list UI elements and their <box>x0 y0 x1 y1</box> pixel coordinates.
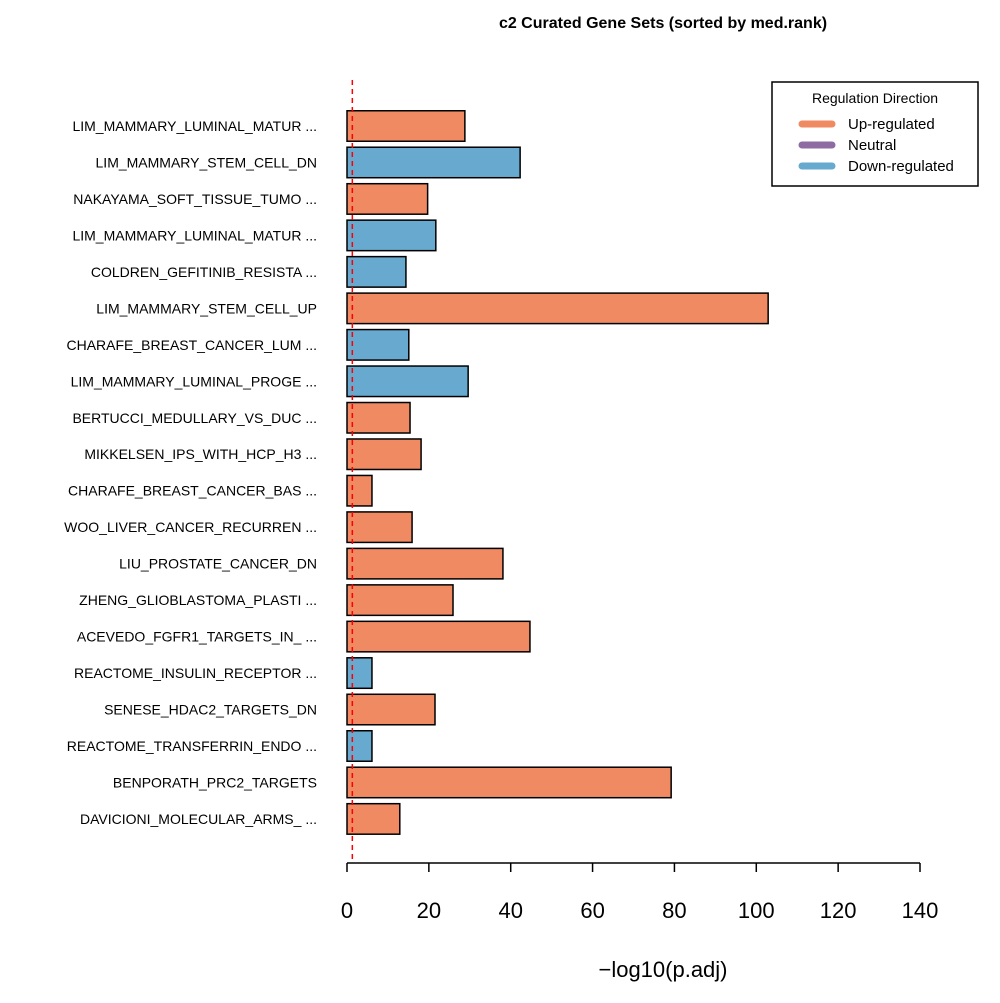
category-label: SENESE_HDAC2_TARGETS_DN <box>104 702 317 718</box>
category-label: LIM_MAMMARY_STEM_CELL_DN <box>96 154 317 170</box>
category-label: ACEVEDO_FGFR1_TARGETS_IN_ ... <box>77 629 317 645</box>
bar <box>346 547 504 580</box>
bar <box>346 328 410 361</box>
bar <box>346 584 454 617</box>
category-label: WOO_LIVER_CANCER_RECURREN ... <box>64 519 317 535</box>
bar <box>346 292 769 325</box>
category-label: REACTOME_INSULIN_RECEPTOR ... <box>74 665 317 681</box>
legend-label: Down-regulated <box>848 158 954 175</box>
bar <box>346 474 373 507</box>
category-label: REACTOME_TRANSFERRIN_ENDO ... <box>67 738 317 754</box>
bar <box>346 255 407 288</box>
x-tick-label: 120 <box>820 898 857 923</box>
category-label: MIKKELSEN_IPS_WITH_HCP_H3 ... <box>84 446 317 462</box>
legend-title: Regulation Direction <box>812 90 938 106</box>
x-tick-label: 140 <box>902 898 939 923</box>
category-label: LIM_MAMMARY_LUMINAL_MATUR ... <box>72 227 317 243</box>
bar <box>346 620 531 653</box>
bar <box>346 438 422 471</box>
x-tick-label: 40 <box>498 898 522 923</box>
category-label: LIM_MAMMARY_LUMINAL_PROGE ... <box>71 373 317 389</box>
x-tick-label: 20 <box>417 898 441 923</box>
bar <box>346 766 672 799</box>
category-label: ZHENG_GLIOBLASTOMA_PLASTI ... <box>79 592 317 608</box>
x-axis: 0 20 40 60 80 100 120 140 <box>341 862 939 923</box>
bar <box>346 365 469 398</box>
category-label: BENPORATH_PRC2_TARGETS <box>113 774 317 790</box>
x-axis-label: −log10(p.adj) <box>598 957 727 982</box>
bars-group <box>346 80 769 863</box>
category-label: LIU_PROSTATE_CANCER_DN <box>119 556 317 572</box>
x-tick-label: 0 <box>341 898 353 923</box>
legend-label: Neutral <box>848 137 896 154</box>
bar <box>346 110 466 142</box>
bar <box>346 182 429 215</box>
bar <box>346 729 373 762</box>
bar <box>346 219 437 252</box>
bar <box>346 693 436 726</box>
category-label: BERTUCCI_MEDULLARY_VS_DUC ... <box>72 410 317 426</box>
x-tick-label: 60 <box>580 898 604 923</box>
x-tick-label: 80 <box>662 898 686 923</box>
category-label: CHARAFE_BREAST_CANCER_BAS ... <box>68 483 317 499</box>
chart-title: c2 Curated Gene Sets (sorted by med.rank… <box>499 15 827 32</box>
category-label: NAKAYAMA_SOFT_TISSUE_TUMO ... <box>73 191 317 207</box>
category-label: COLDREN_GEFITINIB_RESISTA ... <box>91 264 317 280</box>
bar <box>346 146 521 179</box>
x-tick-label: 100 <box>738 898 775 923</box>
category-label: DAVICIONI_MOLECULAR_ARMS_ ... <box>80 811 317 827</box>
category-label: CHARAFE_BREAST_CANCER_LUM ... <box>66 337 317 353</box>
bar <box>346 401 411 434</box>
legend: Regulation Direction Up-regulated Neutral… <box>771 81 979 187</box>
category-labels: LIM_MAMMARY_LUMINAL_MATUR ... LIM_MAMMARY… <box>64 118 317 827</box>
bar <box>346 657 373 690</box>
bar <box>346 511 413 544</box>
category-label: LIM_MAMMARY_STEM_CELL_UP <box>96 300 317 316</box>
legend-label: Up-regulated <box>848 116 935 133</box>
category-label: LIM_MAMMARY_LUMINAL_MATUR ... <box>72 118 317 134</box>
bar <box>346 802 401 835</box>
